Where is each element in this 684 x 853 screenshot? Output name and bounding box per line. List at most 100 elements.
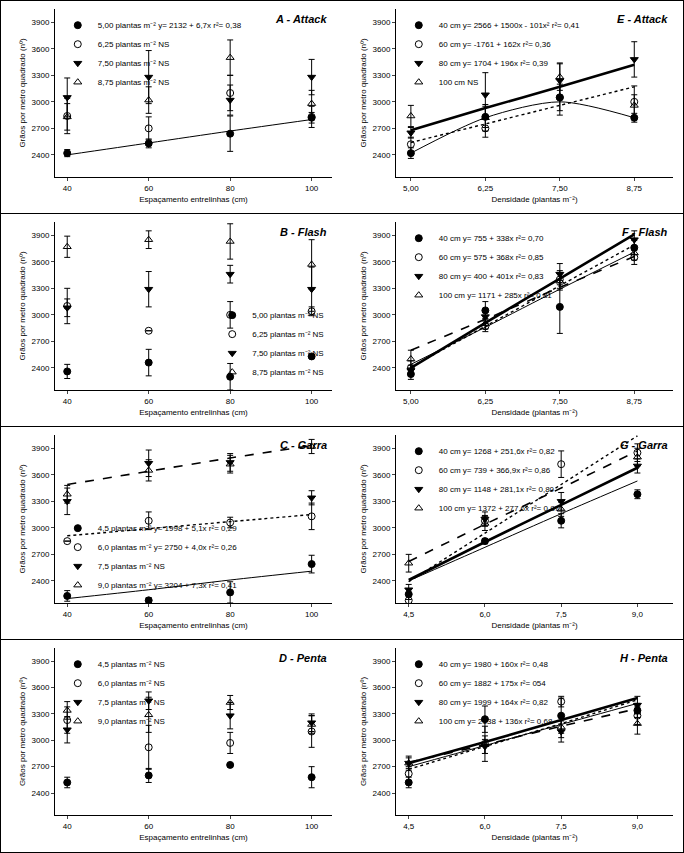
- svg-text:4,5 plantas m⁻² y= 1998 + 5,1x: 4,5 plantas m⁻² y= 1998 + 5,1x r²= 0,29: [98, 524, 237, 533]
- svg-text:100 cm y= 1171 + 285x r²= 0,81: 100 cm y= 1171 + 285x r²= 0,81: [439, 291, 553, 300]
- svg-text:3000: 3000: [32, 311, 50, 320]
- svg-text:2400: 2400: [32, 364, 50, 373]
- svg-text:40 cm y= 1268 + 251,6x r²= 0,8: 40 cm y= 1268 + 251,6x r²= 0,82: [439, 447, 555, 456]
- svg-text:7,5: 7,5: [556, 822, 568, 831]
- svg-text:2700: 2700: [32, 550, 50, 559]
- svg-text:2700: 2700: [373, 337, 391, 346]
- svg-text:Espaçamento entrelinhas (cm): Espaçamento entrelinhas (cm): [139, 833, 248, 842]
- svg-text:2400: 2400: [373, 789, 391, 798]
- svg-text:80 cm y= 1999 + 164x r²= 0,82: 80 cm y= 1999 + 164x r²= 0,82: [439, 698, 549, 707]
- svg-text:3300: 3300: [32, 284, 50, 293]
- svg-text:4,5: 4,5: [403, 822, 415, 831]
- svg-text:80: 80: [226, 184, 235, 193]
- svg-text:6,0 plantas m⁻² y= 2750 + 4,0x: 6,0 plantas m⁻² y= 2750 + 4,0x r²= 0,26: [98, 543, 237, 552]
- svg-text:9,0 plantas m⁻² y= 3204 + 7,3x: 9,0 plantas m⁻² y= 3204 + 7,3x r²= 0,41: [98, 581, 237, 590]
- svg-text:3600: 3600: [32, 471, 50, 480]
- svg-text:100: 100: [305, 610, 319, 619]
- svg-text:E - Attack: E - Attack: [617, 13, 668, 25]
- svg-text:60: 60: [144, 610, 153, 619]
- svg-text:Espaçamento entrelinhas (cm): Espaçamento entrelinhas (cm): [139, 621, 248, 630]
- svg-text:2400: 2400: [373, 364, 391, 373]
- svg-text:2700: 2700: [373, 124, 391, 133]
- svg-text:3000: 3000: [32, 524, 50, 533]
- svg-text:80 cm y= 1704 + 196x r²= 0,39: 80 cm y= 1704 + 196x r²= 0,39: [439, 59, 549, 68]
- svg-text:40 cm y= 2566 + 1500x - 101x²: 40 cm y= 2566 + 1500x - 101x² r²= 0,41: [439, 21, 580, 30]
- svg-text:D - Penta: D - Penta: [279, 652, 327, 664]
- svg-text:5,00: 5,00: [403, 397, 419, 406]
- svg-text:100 cm NS: 100 cm NS: [439, 78, 479, 87]
- svg-text:3600: 3600: [373, 471, 391, 480]
- svg-text:6,25 plantas m⁻² NS: 6,25 plantas m⁻² NS: [98, 40, 169, 49]
- svg-text:Densidade (plantas m⁻²): Densidade (plantas m⁻²): [491, 833, 577, 842]
- svg-text:3600: 3600: [373, 258, 391, 267]
- svg-text:8,75 plantas m⁻² NS: 8,75 plantas m⁻² NS: [252, 368, 323, 377]
- svg-text:A - Attack: A - Attack: [275, 13, 327, 25]
- svg-text:Densidade (plantas m⁻²): Densidade (plantas m⁻²): [491, 195, 577, 204]
- svg-text:Grãos por metro quadrado (nº): Grãos por metro quadrado (nº): [18, 251, 27, 361]
- svg-text:60: 60: [144, 397, 153, 406]
- svg-text:3000: 3000: [32, 736, 50, 745]
- svg-text:5,00: 5,00: [403, 184, 419, 193]
- svg-text:2700: 2700: [373, 762, 391, 771]
- svg-text:H - Penta: H - Penta: [620, 652, 668, 664]
- svg-text:3000: 3000: [373, 311, 391, 320]
- svg-text:100: 100: [305, 822, 319, 831]
- svg-text:5,00 plantas m⁻² y= 2132 + 6,7: 5,00 plantas m⁻² y= 2132 + 6,7x r²= 0,38: [98, 21, 242, 30]
- svg-text:3600: 3600: [32, 258, 50, 267]
- svg-text:8,75 plantas m⁻² NS: 8,75 plantas m⁻² NS: [98, 78, 169, 87]
- svg-text:Grãos por metro quadrado (nº): Grãos por metro quadrado (nº): [359, 251, 368, 361]
- svg-text:B - Flash: B - Flash: [280, 226, 327, 238]
- svg-text:3300: 3300: [373, 284, 391, 293]
- svg-text:2700: 2700: [32, 762, 50, 771]
- svg-text:60 cm y= -1761 + 162x r²= 0,36: 60 cm y= -1761 + 162x r²= 0,36: [439, 40, 551, 49]
- svg-text:3900: 3900: [373, 444, 391, 453]
- svg-text:80: 80: [226, 822, 235, 831]
- svg-text:100 cm y= 2138 + 136x r²= 0,68: 100 cm y= 2138 + 136x r²= 0,68: [439, 717, 553, 726]
- svg-text:6,0: 6,0: [479, 822, 491, 831]
- svg-text:6,25: 6,25: [478, 184, 494, 193]
- svg-text:3300: 3300: [373, 710, 391, 719]
- svg-text:3900: 3900: [32, 444, 50, 453]
- svg-text:3900: 3900: [373, 231, 391, 240]
- svg-text:4,5: 4,5: [403, 610, 415, 619]
- svg-text:80 cm y= 1148 + 281,1x r²= 0,8: 80 cm y= 1148 + 281,1x r²= 0,80: [439, 485, 555, 494]
- svg-text:40 cm y= 1980 + 160x r²= 0,48: 40 cm y= 1980 + 160x r²= 0,48: [439, 660, 549, 669]
- svg-text:2400: 2400: [32, 789, 50, 798]
- svg-text:3600: 3600: [373, 683, 391, 692]
- svg-text:8,75: 8,75: [626, 184, 642, 193]
- svg-text:2400: 2400: [32, 577, 50, 586]
- svg-text:6,25 plantas m⁻² NS: 6,25 plantas m⁻² NS: [252, 330, 323, 339]
- svg-text:Espaçamento entrelinhas (cm): Espaçamento entrelinhas (cm): [139, 195, 248, 204]
- svg-text:G - Garra: G - Garra: [620, 439, 668, 451]
- svg-text:40 cm y= 755 + 338x r²= 0,70: 40 cm y= 755 + 338x r²= 0,70: [439, 234, 544, 243]
- svg-text:2700: 2700: [32, 337, 50, 346]
- svg-text:7,50 plantas m⁻² NS: 7,50 plantas m⁻² NS: [98, 59, 169, 68]
- svg-text:2700: 2700: [32, 124, 50, 133]
- svg-text:60: 60: [144, 184, 153, 193]
- svg-text:40: 40: [63, 184, 72, 193]
- svg-text:6,0: 6,0: [479, 610, 491, 619]
- svg-text:3900: 3900: [32, 231, 50, 240]
- svg-text:100 cm y= 1372 + 277,6x r²= 0,: 100 cm y= 1372 + 277,6x r²= 0,87: [439, 504, 560, 513]
- svg-text:3900: 3900: [373, 18, 391, 27]
- svg-text:5,00 plantas m⁻² NS: 5,00 plantas m⁻² NS: [252, 311, 323, 320]
- svg-text:3900: 3900: [373, 657, 391, 666]
- svg-text:7,50: 7,50: [552, 184, 568, 193]
- svg-text:3600: 3600: [373, 45, 391, 54]
- svg-text:3000: 3000: [373, 98, 391, 107]
- svg-text:80: 80: [226, 610, 235, 619]
- svg-text:6,25: 6,25: [478, 397, 494, 406]
- svg-text:Espaçamento entrelinhas (cm): Espaçamento entrelinhas (cm): [139, 408, 248, 417]
- svg-text:6,0 plantas m⁻² NS: 6,0 plantas m⁻² NS: [98, 679, 165, 688]
- svg-text:8,75: 8,75: [626, 397, 642, 406]
- svg-text:Grãos por metro quadrado (nº): Grãos por metro quadrado (nº): [18, 464, 27, 574]
- svg-text:3000: 3000: [373, 736, 391, 745]
- svg-text:3000: 3000: [373, 524, 391, 533]
- svg-text:7,5: 7,5: [556, 610, 568, 619]
- svg-text:80 cm y= 400 + 401x r²= 0,83: 80 cm y= 400 + 401x r²= 0,83: [439, 272, 544, 281]
- svg-text:Densidade (plantas m⁻²): Densidade (plantas m⁻²): [491, 621, 577, 630]
- svg-text:3300: 3300: [32, 71, 50, 80]
- svg-text:3300: 3300: [373, 71, 391, 80]
- svg-text:Grãos por metro quadrado (nº): Grãos por metro quadrado (nº): [359, 464, 368, 574]
- svg-text:60: 60: [144, 822, 153, 831]
